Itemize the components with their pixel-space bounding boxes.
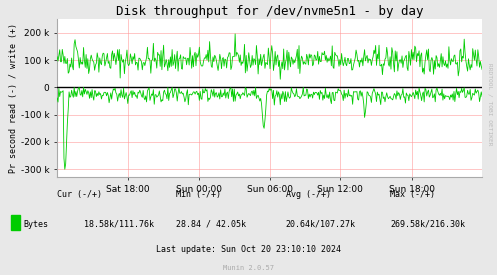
Text: 18.58k/111.76k: 18.58k/111.76k: [84, 220, 155, 229]
Text: Bytes: Bytes: [24, 220, 49, 229]
Y-axis label: Pr second read (-) / write (+): Pr second read (-) / write (+): [9, 23, 18, 173]
Text: Min (-/+): Min (-/+): [176, 190, 222, 199]
Title: Disk throughput for /dev/nvme5n1 - by day: Disk throughput for /dev/nvme5n1 - by da…: [116, 5, 423, 18]
Text: Max (-/+): Max (-/+): [390, 190, 435, 199]
Text: 20.64k/107.27k: 20.64k/107.27k: [286, 220, 356, 229]
Text: Cur (-/+): Cur (-/+): [57, 190, 102, 199]
Text: Avg (-/+): Avg (-/+): [286, 190, 331, 199]
Text: 28.84 / 42.05k: 28.84 / 42.05k: [176, 220, 247, 229]
Text: RRDTOOL / TOBI OETIKER: RRDTOOL / TOBI OETIKER: [487, 63, 492, 146]
Text: Munin 2.0.57: Munin 2.0.57: [223, 265, 274, 271]
Text: 269.58k/216.30k: 269.58k/216.30k: [390, 220, 465, 229]
Text: Last update: Sun Oct 20 23:10:10 2024: Last update: Sun Oct 20 23:10:10 2024: [156, 245, 341, 254]
